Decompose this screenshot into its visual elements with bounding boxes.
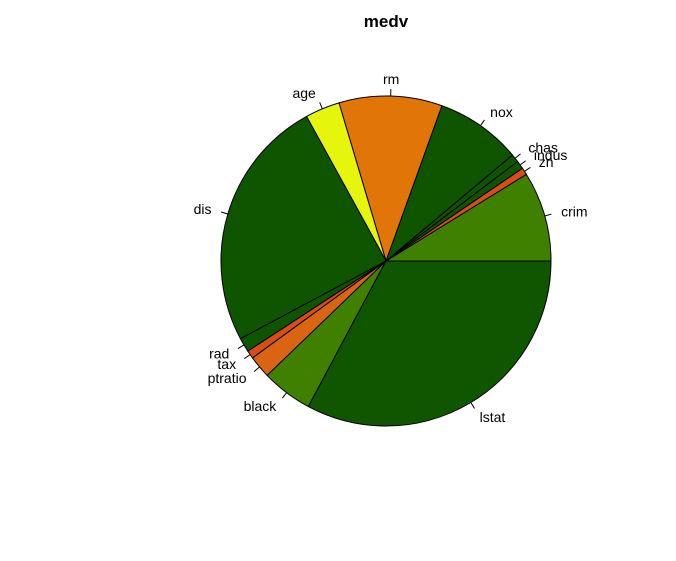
pie-slices	[220, 95, 552, 427]
slice-label-chas: chas	[528, 140, 558, 156]
pie-slice-dis	[220, 115, 387, 340]
label-tick-lstat	[470, 402, 475, 409]
label-tick-dis	[220, 211, 228, 215]
slice-label-black: black	[244, 398, 278, 414]
slice-label-age: age	[292, 85, 316, 101]
chart-title: medv	[364, 12, 409, 31]
slice-label-crim: crim	[561, 203, 587, 219]
slice-label-indus: indus	[534, 147, 567, 163]
label-tick-tax	[244, 354, 251, 359]
label-tick-zn	[524, 167, 531, 172]
label-tick-indus	[519, 160, 527, 166]
label-tick-nox	[480, 119, 485, 126]
slice-label-zn: zn	[539, 154, 554, 170]
slice-label-nox: nox	[490, 104, 513, 120]
slice-label-rm: rm	[383, 71, 399, 87]
label-tick-age	[319, 102, 323, 109]
label-tick-crim	[544, 213, 552, 217]
slice-label-tax: tax	[217, 356, 236, 372]
label-tick-chas	[514, 153, 521, 159]
label-tick-ptratio	[253, 366, 260, 372]
pie-slice-crim	[384, 173, 552, 262]
slice-label-ptratio: ptratio	[208, 370, 247, 386]
label-tick-rad	[237, 344, 245, 349]
pie-slice-nox	[384, 105, 514, 263]
slice-label-rad: rad	[209, 346, 229, 362]
label-tick-black	[281, 392, 287, 399]
slice-label-dis: dis	[194, 201, 212, 217]
slice-label-lstat: lstat	[480, 409, 506, 425]
